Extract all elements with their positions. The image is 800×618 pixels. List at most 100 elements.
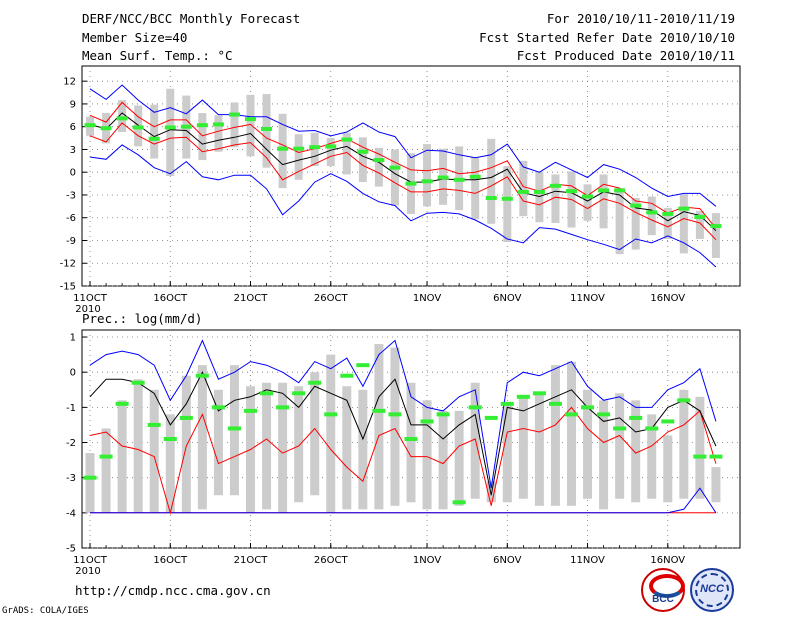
prec-box [165,414,175,513]
prec-observed-mark [420,419,434,424]
temp-box [631,198,640,250]
temp-box [663,207,672,239]
prec-observed-mark [179,415,193,420]
prec-box [422,400,432,510]
prec-box [695,396,705,499]
temp-box [150,104,159,159]
temp-observed-mark [453,177,465,182]
prec-observed-mark [484,415,498,420]
temp-observed-mark [373,158,385,163]
prec-observed-mark [244,408,258,413]
temp-box [358,137,367,183]
temp-box [487,138,496,224]
temp-box [551,174,560,224]
temp-xtick-label: 16OCT [153,293,188,304]
temp-observed-mark [501,196,513,201]
prec-box [631,400,641,503]
temp-box [519,160,528,217]
prec-observed-mark [645,426,659,431]
temp-observed-mark [148,136,160,141]
temp-box [342,132,351,175]
prec-observed-mark [195,373,209,378]
temp-observed-mark [582,194,594,199]
prec-box [310,372,320,496]
prec-xtick-label: 16NOV [650,555,685,566]
prec-box [133,379,143,513]
temp-line-ensemble-mean [89,112,717,231]
temp-xtick-label: 6NOV [493,293,522,304]
prec-box [502,403,512,503]
prec-box [518,396,528,499]
prec-observed-mark [99,454,113,459]
temp-observed-mark [309,145,321,150]
temp-box [294,134,303,180]
temp-ytick-label: -15 [60,282,76,293]
temp-observed-mark [614,188,626,193]
prec-observed-mark [388,412,402,417]
temp-xtick-label: 11NOV [570,293,605,304]
prec-observed-mark [709,454,723,459]
prec-observed-mark [581,405,595,410]
prec-box [679,389,689,499]
temp-box [374,147,383,187]
temp-observed-mark [517,189,529,194]
temp-box [278,113,287,189]
prec-observed-mark [452,500,466,505]
prec-observed-mark [468,405,482,410]
prec-observed-mark [356,363,370,368]
prec-box [358,389,368,510]
prec-xtick-label: 6NOV [493,555,522,566]
ncc-globe-icon [695,573,729,607]
prec-box [101,428,111,513]
temp-box [423,144,432,207]
fcst-produced-date: Fcst Produced Date 2010/10/11 [516,48,735,63]
temp-box [503,166,512,242]
temp-observed-mark [228,112,240,117]
prec-box [262,382,272,510]
temp-observed-mark [277,146,289,151]
prec-ytick-label: 1 [70,333,76,344]
precip-panel-title: Prec.: log(mm/d) [82,311,203,326]
temp-observed-mark [598,188,610,193]
bcc-logo-text: BCC [652,594,674,605]
prec-line-lower-spread [89,406,717,515]
prec-box [550,365,560,506]
temp-line-ensemble-min [89,144,717,268]
temp-box [246,94,255,157]
temp-observed-mark [533,189,545,194]
prec-box [85,453,95,513]
temp-line-lower-spread [89,122,717,241]
prec-observed-mark [163,437,177,441]
temp-observed-mark [405,181,417,186]
source-url[interactable]: http://cmdp.ncc.cma.gov.cn [75,583,271,598]
prec-box [181,375,191,513]
prec-line-ensemble-mean [89,371,717,496]
prec-xtick-label: 1NOV [413,555,442,566]
prec-xtick-year: 2010 [75,566,100,577]
temp-observed-mark [710,224,722,229]
temp-observed-mark [662,211,674,216]
prec-observed-mark [693,454,707,459]
bcc-swirl-icon [649,574,685,598]
temp-ytick-label: -6 [66,213,76,224]
prec-line-ensemble-max [89,339,717,489]
temp-observed-mark [84,123,96,128]
temp-observed-mark [549,183,561,188]
prec-observed-mark [147,422,161,427]
temp-line-ensemble-max [89,84,717,207]
temp-observed-mark [100,126,112,131]
temp-observed-mark [212,122,224,127]
temp-ytick-label: -9 [66,236,76,247]
ncc-logo: NCC [690,568,734,612]
prec-observed-mark [629,415,643,420]
prec-box [599,400,609,510]
prec-xtick-label: 16OCT [153,555,188,566]
temp-observed-mark [293,146,305,151]
temp-observed-mark [678,206,690,211]
temp-box [599,174,608,229]
temp-ytick-label: 9 [70,99,76,110]
temp-box [711,213,720,258]
temp-ytick-label: -3 [66,190,76,201]
member-size-label: Member Size=40 [82,30,188,45]
